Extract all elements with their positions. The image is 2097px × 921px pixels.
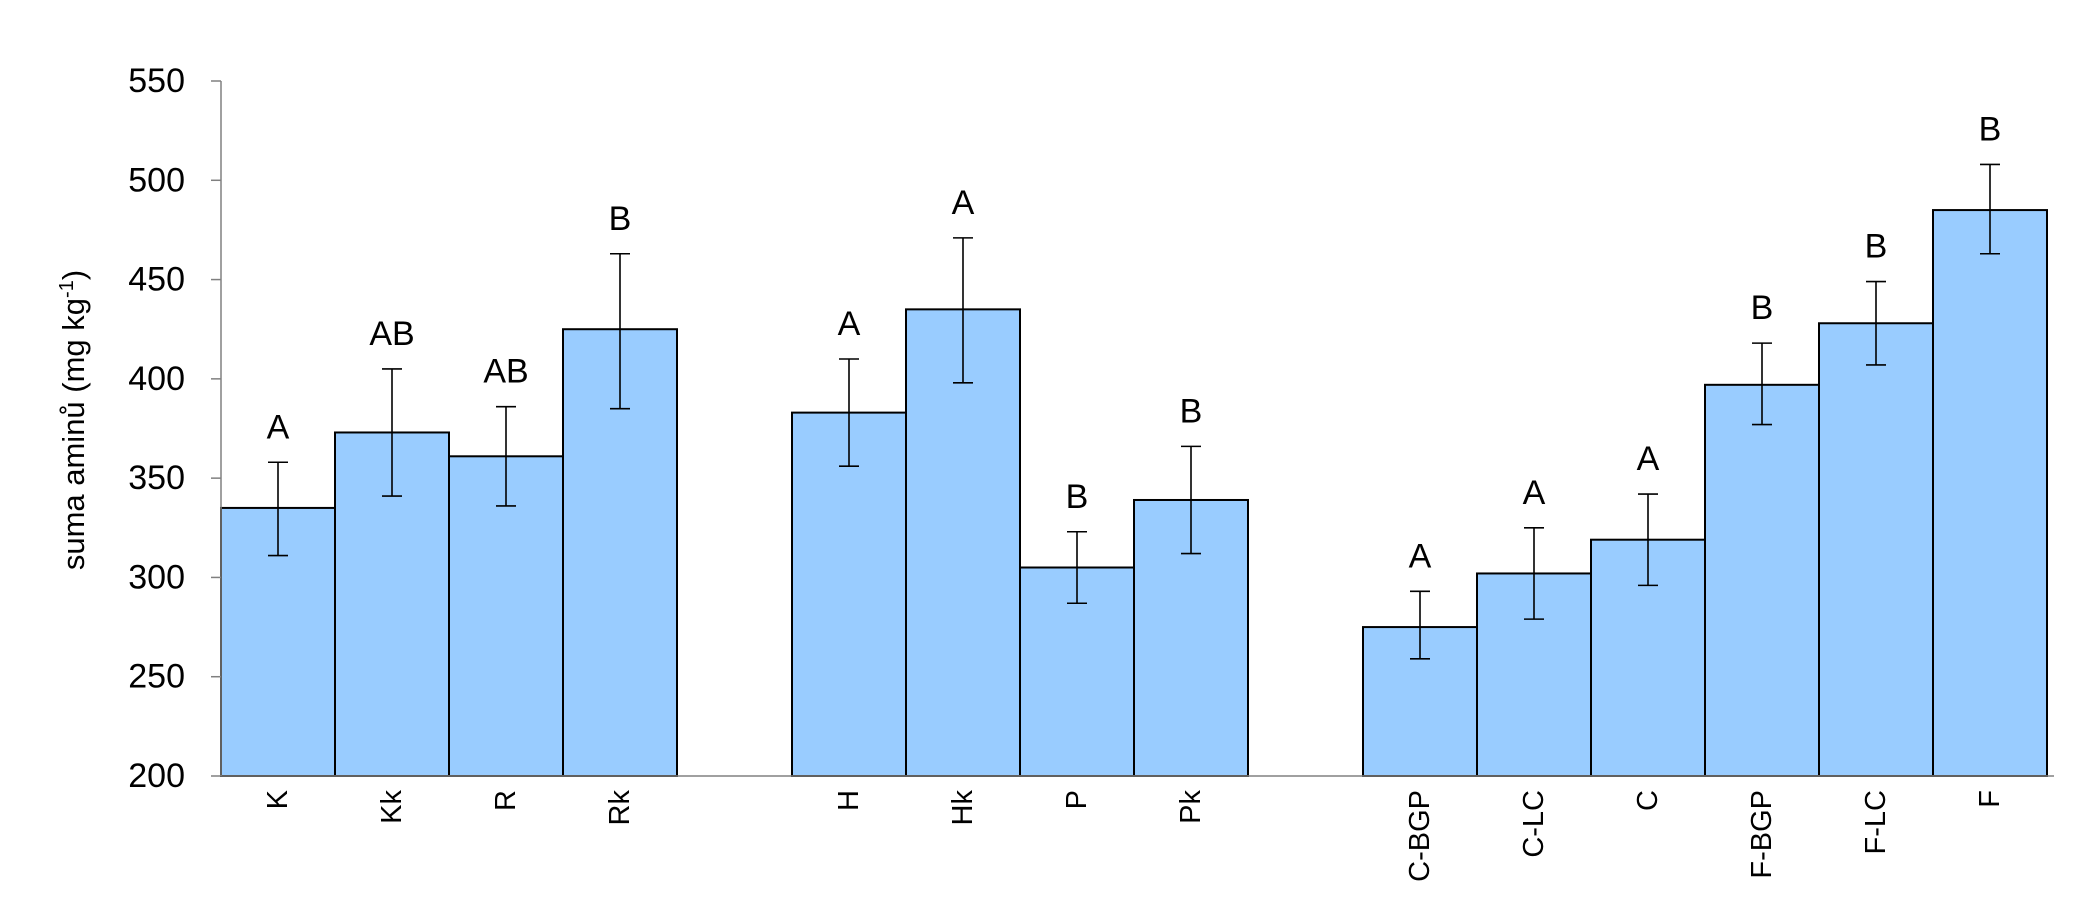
category-label-Rk: Rk xyxy=(604,790,636,826)
y-axis-title-main: suma aminů (mg kg xyxy=(56,298,91,570)
significance-label-Pk: B xyxy=(1180,392,1203,430)
category-label-C-BGP: C-BGP xyxy=(1404,790,1436,882)
significance-label-R: AB xyxy=(483,353,528,391)
category-label-R: R xyxy=(490,790,522,811)
y-ticks-layer: 200 250 300 350 400 450 500 550 xyxy=(128,62,221,795)
y-tick-label-500: 500 xyxy=(128,161,185,199)
category-label-F-LC: F-LC xyxy=(1860,790,1892,854)
category-label-Kk: Kk xyxy=(376,790,408,824)
significance-label-Kk: AB xyxy=(369,315,414,353)
significance-label-F-LC: B xyxy=(1865,228,1888,266)
significance-label-C-BGP: A xyxy=(1409,537,1432,575)
category-label-H: H xyxy=(833,790,865,811)
bars-layer xyxy=(220,209,2048,778)
y-tick-label-250: 250 xyxy=(128,658,185,696)
significance-label-C: A xyxy=(1637,440,1660,478)
category-label-K: K xyxy=(262,789,294,809)
category-labels-layer: K Kk R Rk H Hk P Pk C-BGP C-LC C F-BGP F-LC F xyxy=(262,789,2006,882)
bar-F xyxy=(1932,209,2048,778)
category-label-P: P xyxy=(1061,790,1093,809)
y-axis-title: suma aminů (mg kg-1) xyxy=(56,270,91,570)
bar-Hk xyxy=(905,308,1021,777)
error-bars-layer xyxy=(268,163,2000,660)
y-axis-title-superscript: -1 xyxy=(56,280,78,298)
y-tick-label-350: 350 xyxy=(128,459,185,497)
significance-label-F-BGP: B xyxy=(1751,289,1774,327)
y-tick-label-400: 400 xyxy=(128,360,185,398)
category-label-C: C xyxy=(1632,790,1664,811)
category-label-C-LC: C-LC xyxy=(1518,790,1550,858)
significance-label-Hk: A xyxy=(952,184,975,222)
y-axis-title-close: ) xyxy=(56,270,91,280)
y-tick-label-300: 300 xyxy=(128,558,185,596)
significance-label-K: A xyxy=(267,408,290,446)
bar-H xyxy=(791,411,907,777)
y-tick-label-550: 550 xyxy=(128,62,185,100)
significance-label-H: A xyxy=(838,305,861,343)
significance-label-P: B xyxy=(1066,478,1089,516)
category-label-Hk: Hk xyxy=(947,790,979,826)
significance-label-C-LC: A xyxy=(1523,474,1546,512)
y-axis-title-group: suma aminů (mg kg-1) xyxy=(56,270,91,570)
category-label-Pk: Pk xyxy=(1175,790,1207,824)
y-tick-label-450: 450 xyxy=(128,261,185,299)
category-label-F-BGP: F-BGP xyxy=(1746,790,1778,879)
axes-layer xyxy=(220,81,2054,777)
y-tick-label-200: 200 xyxy=(128,757,185,795)
significance-label-F: B xyxy=(1979,110,2002,148)
category-label-F: F xyxy=(1974,790,2006,808)
bar-F-BGP xyxy=(1704,383,1820,777)
bar-F-LC xyxy=(1818,322,1934,777)
significance-label-Rk: B xyxy=(609,200,632,238)
